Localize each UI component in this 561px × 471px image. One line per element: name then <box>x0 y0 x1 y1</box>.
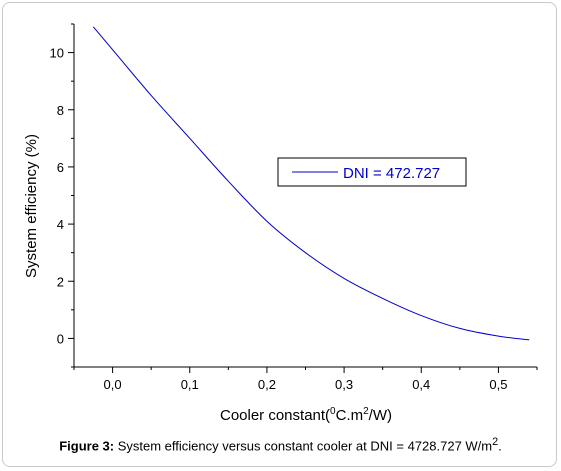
x-axis-title-post: /W) <box>369 407 392 424</box>
x-axis-title-mid: C.m <box>336 407 364 424</box>
y-tick-label: 8 <box>57 103 64 118</box>
chart-axes <box>73 24 537 368</box>
x-tick-label: 0,4 <box>412 377 430 392</box>
x-axis-title: Cooler constant(0C.m2/W) <box>220 406 392 424</box>
caption-label: Figure 3: <box>59 438 115 454</box>
x-axis-title-sup2: 2 <box>363 406 369 417</box>
caption-end: . <box>498 438 502 454</box>
y-tick-label: 0 <box>57 331 64 346</box>
y-axis-title: System efficiency (%) <box>23 134 40 278</box>
x-tick-label: 0,2 <box>258 377 276 392</box>
caption-text: System efficiency versus constant cooler… <box>114 438 493 454</box>
y-tick-label: 10 <box>50 46 64 61</box>
x-tick-label: 0,0 <box>104 377 122 392</box>
y-tick-label: 4 <box>57 217 64 232</box>
y-tick-label: 6 <box>57 160 64 175</box>
figure-frame <box>2 2 557 467</box>
x-tick-label: 0,3 <box>335 377 353 392</box>
chart-legend: DNI = 472.727 <box>277 157 467 187</box>
x-tick-label: 0,5 <box>489 377 507 392</box>
series-line <box>92 26 530 341</box>
legend-label: DNI = 472.727 <box>343 165 440 182</box>
x-axis-title-pre: Cooler constant( <box>220 407 330 424</box>
chart-ticks: 0 2 4 6 8 10 0,0 0,1 0,2 0,3 0,4 0,5 <box>50 23 538 392</box>
caption-sup: 2 <box>492 436 499 448</box>
y-tick-label: 2 <box>57 274 64 289</box>
x-axis-title-sup1: 0 <box>330 406 336 417</box>
chart-series <box>92 26 530 341</box>
x-tick-label: 0,1 <box>181 377 199 392</box>
figure-caption: Figure 3: System efficiency versus const… <box>0 436 561 453</box>
